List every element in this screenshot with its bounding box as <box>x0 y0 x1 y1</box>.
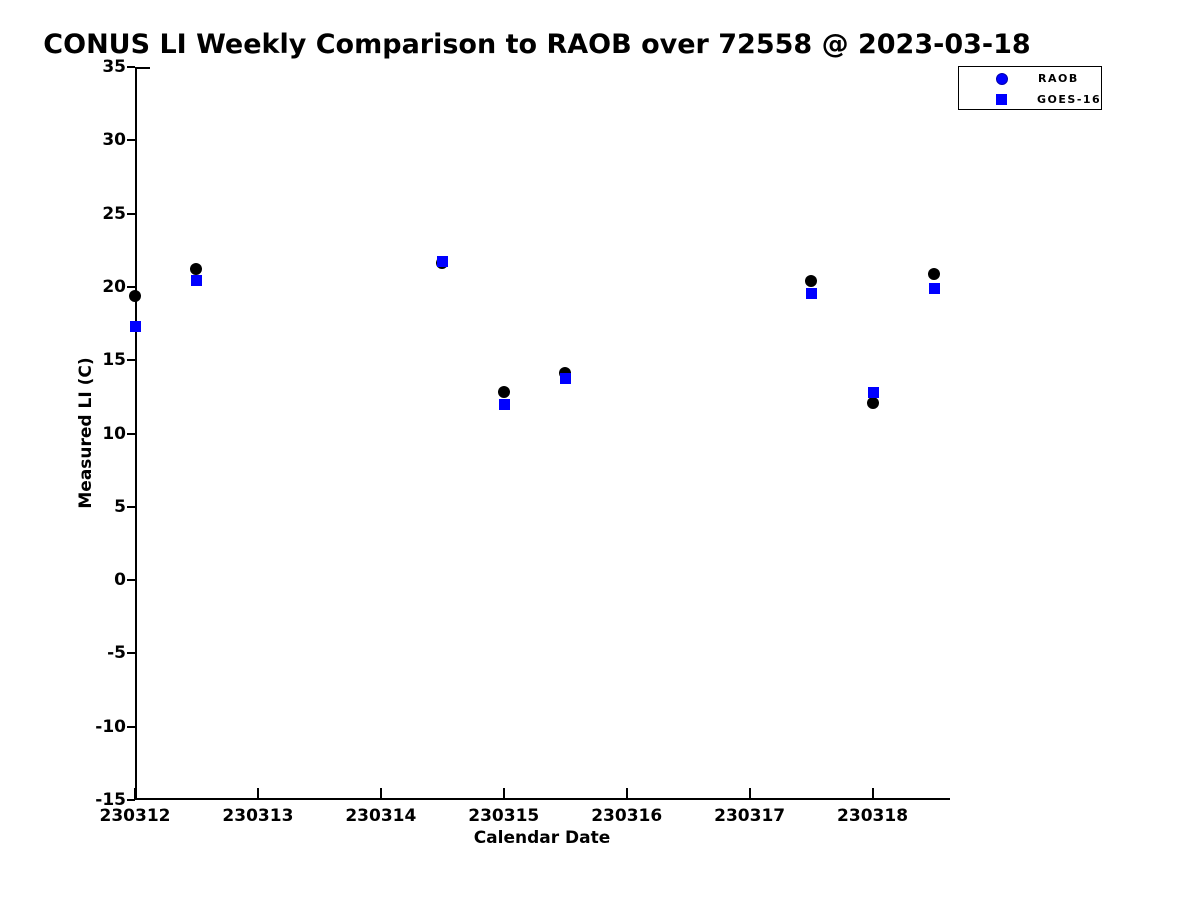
plot-area <box>135 67 950 800</box>
y-tick-label: 10 <box>102 423 126 444</box>
data-point-raob <box>497 386 510 399</box>
x-tick-label: 230315 <box>468 806 540 826</box>
x-tick-label: 230312 <box>99 806 171 826</box>
data-point-goes-16 <box>498 399 510 411</box>
y-tick-mark <box>127 505 135 508</box>
data-point-raob <box>866 396 879 409</box>
y-tick-mark <box>127 359 135 362</box>
y-tick-mark <box>127 285 135 288</box>
y-tick-mark <box>127 652 135 655</box>
x-tick-label: 230317 <box>714 806 786 826</box>
x-tick-mark <box>748 788 751 800</box>
chart-title: CONUS LI Weekly Comparison to RAOB over … <box>43 29 1031 60</box>
x-tick-label: 230316 <box>591 806 663 826</box>
y-tick-label: 25 <box>102 203 126 224</box>
y-tick-mark <box>127 66 135 68</box>
x-tick-mark <box>379 788 382 800</box>
legend-item-goes-16: GOES-16 <box>959 90 1101 109</box>
legend: RAOB GOES-16 <box>958 66 1102 110</box>
y-tick-label: 35 <box>102 57 126 77</box>
y-tick-label: 0 <box>114 570 126 591</box>
data-point-goes-16 <box>560 372 572 384</box>
data-point-raob <box>805 275 818 288</box>
circle-marker-icon <box>996 72 1008 85</box>
y-tick-mark <box>127 212 135 215</box>
x-tick-mark <box>625 788 628 800</box>
x-tick-label: 230318 <box>837 806 909 826</box>
y-tick-label: -10 <box>95 716 126 737</box>
data-point-goes-16 <box>437 255 449 267</box>
y-tick-mark <box>127 139 135 142</box>
x-tick-mark <box>502 788 505 800</box>
legend-item-label: RAOB <box>1038 72 1079 85</box>
data-point-raob <box>129 289 141 302</box>
x-tick-mark <box>871 788 874 800</box>
data-point-goes-16 <box>929 283 941 295</box>
legend-item-label: GOES-16 <box>1037 93 1102 106</box>
data-point-goes-16 <box>806 287 818 299</box>
data-point-raob <box>928 267 941 280</box>
y-tick-label: 5 <box>114 496 126 517</box>
y-tick-label: 20 <box>102 276 126 297</box>
y-tick-mark <box>127 725 135 728</box>
y-tick-label: 15 <box>102 350 126 371</box>
axis-corner-tick <box>137 67 150 69</box>
y-tick-label: -5 <box>107 643 126 664</box>
y-tick-mark <box>127 799 135 801</box>
square-marker-icon <box>996 94 1007 105</box>
y-tick-mark <box>127 579 135 582</box>
data-point-goes-16 <box>191 274 203 286</box>
x-tick-mark <box>256 788 259 800</box>
data-point-goes-16 <box>867 387 879 399</box>
legend-item-raob: RAOB <box>959 69 1101 88</box>
x-tick-mark <box>134 788 136 800</box>
x-axis-label: Calendar Date <box>473 828 611 848</box>
x-tick-label: 230313 <box>222 806 294 826</box>
x-tick-label: 230314 <box>345 806 417 826</box>
data-point-goes-16 <box>130 321 141 333</box>
y-tick-label: -15 <box>95 790 126 810</box>
y-tick-mark <box>127 432 135 435</box>
data-point-raob <box>190 263 203 276</box>
y-tick-label: 30 <box>102 130 126 151</box>
